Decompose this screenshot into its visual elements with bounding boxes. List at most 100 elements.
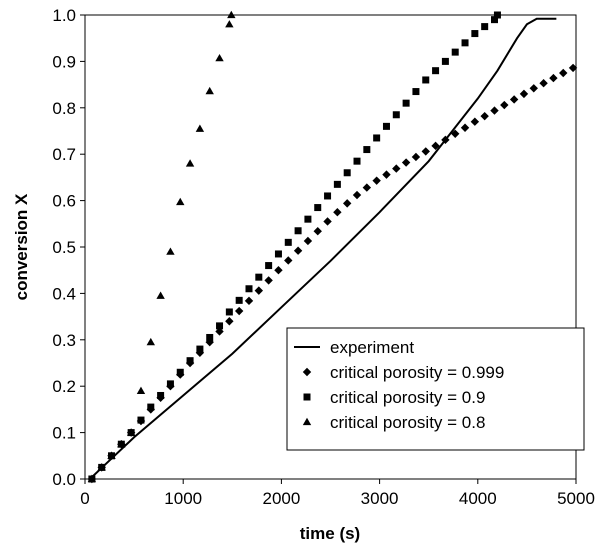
y-tick-label: 0.8 <box>52 99 76 118</box>
legend-marker-square <box>303 393 311 401</box>
data-point-square <box>493 11 501 19</box>
data-point-square <box>324 192 332 200</box>
data-point-square <box>422 76 430 84</box>
data-point-square <box>314 204 322 212</box>
data-point-diamond <box>431 141 440 151</box>
y-tick-label: 0.3 <box>52 331 76 350</box>
data-point-diamond <box>323 217 332 226</box>
data-point-diamond <box>451 129 460 138</box>
data-point-diamond <box>401 158 411 167</box>
y-axis: 0.0 0.1 0.2 0.3 0.4 0.5 0.6 0.7 0.8 0.9 1.0 <box>52 6 85 489</box>
data-point-diamond <box>244 296 254 306</box>
data-point-diamond <box>342 199 352 208</box>
x-tick-label: 2000 <box>262 489 300 508</box>
data-point-square <box>461 39 469 47</box>
data-point-triangle <box>87 474 97 483</box>
data-point-diamond <box>519 89 529 99</box>
data-point-diamond <box>234 306 244 316</box>
data-point-square <box>490 16 498 24</box>
data-point-square <box>333 180 341 188</box>
data-point-diamond <box>421 147 430 156</box>
series-layer <box>87 10 578 484</box>
data-point-diamond <box>490 106 499 115</box>
data-point-square <box>147 403 155 411</box>
legend: experiment critical porosity = 0.999 criti… <box>286 327 585 451</box>
data-point-diamond <box>470 117 480 126</box>
data-point-diamond <box>392 164 401 173</box>
y-tick-label: 0.6 <box>52 192 76 211</box>
data-point-square <box>412 88 420 96</box>
x-tick-label: 3000 <box>361 489 399 508</box>
data-point-triangle <box>107 451 116 459</box>
legend-label: critical porosity = 0.9 <box>330 388 485 407</box>
x-tick-label: 5000 <box>557 489 595 508</box>
data-point-diamond <box>411 152 421 162</box>
x-tick-label: 0 <box>80 489 89 508</box>
data-point-square <box>441 57 449 65</box>
data-point-square <box>432 67 440 75</box>
data-point-triangle <box>126 428 136 436</box>
data-point-square <box>186 357 194 365</box>
data-point-square <box>216 322 224 330</box>
data-point-square <box>176 368 184 376</box>
legend-marker-triangle <box>302 417 312 426</box>
data-point-square <box>402 99 410 107</box>
data-point-square <box>471 30 479 38</box>
y-tick-label: 0.4 <box>52 284 76 303</box>
data-point-square <box>363 146 371 154</box>
data-point-diamond <box>333 208 342 217</box>
data-point-diamond <box>480 111 489 121</box>
data-point-square <box>157 391 165 399</box>
data-point-square <box>343 169 351 177</box>
data-point-diamond <box>225 317 234 326</box>
data-point-triangle <box>146 337 155 346</box>
data-point-square <box>284 238 292 246</box>
y-axis-title: conversion X <box>12 193 31 300</box>
data-point-diamond <box>313 227 322 236</box>
data-point-triangle <box>225 20 234 28</box>
y-tick-label: 0.2 <box>52 377 76 396</box>
data-point-triangle <box>227 10 236 19</box>
data-point-square <box>382 122 390 130</box>
data-point-square <box>274 250 282 258</box>
data-point-diamond <box>362 183 372 192</box>
data-point-diamond <box>293 246 303 255</box>
data-point-diamond <box>382 170 391 179</box>
data-point-diamond <box>441 135 450 145</box>
data-point-diamond <box>264 276 273 285</box>
y-tick-label: 0.5 <box>52 238 76 257</box>
data-point-triangle <box>195 124 205 132</box>
data-point-diamond <box>509 95 519 104</box>
data-point-triangle <box>185 159 195 167</box>
data-point-triangle <box>176 197 185 206</box>
data-point-diamond <box>372 176 381 185</box>
data-point-square <box>304 215 312 223</box>
data-point-triangle <box>117 440 126 448</box>
data-point-diamond <box>568 63 578 73</box>
series-2 <box>88 11 501 483</box>
y-tick-label: 0.9 <box>52 52 76 71</box>
data-point-square <box>206 333 214 341</box>
legend-label: experiment <box>330 338 414 357</box>
x-tick-label: 4000 <box>459 489 497 508</box>
data-point-diamond <box>352 190 362 200</box>
data-point-triangle <box>136 386 146 394</box>
legend-marker-diamond <box>302 367 312 377</box>
data-point-triangle <box>156 291 165 299</box>
data-point-square <box>166 380 174 388</box>
data-point-square <box>392 111 400 119</box>
legend-box <box>286 327 585 451</box>
data-point-diamond <box>284 256 293 265</box>
data-point-triangle <box>205 86 214 95</box>
y-tick-label: 0.0 <box>52 470 76 489</box>
series-0 <box>89 17 557 480</box>
data-point-triangle <box>215 53 224 62</box>
data-point-diamond <box>549 73 558 83</box>
data-point-square <box>353 157 361 165</box>
data-point-diamond <box>254 286 264 295</box>
data-point-square <box>481 23 489 31</box>
data-point-diamond <box>559 68 568 78</box>
data-point-square <box>265 262 273 270</box>
data-point-diamond <box>215 327 224 336</box>
